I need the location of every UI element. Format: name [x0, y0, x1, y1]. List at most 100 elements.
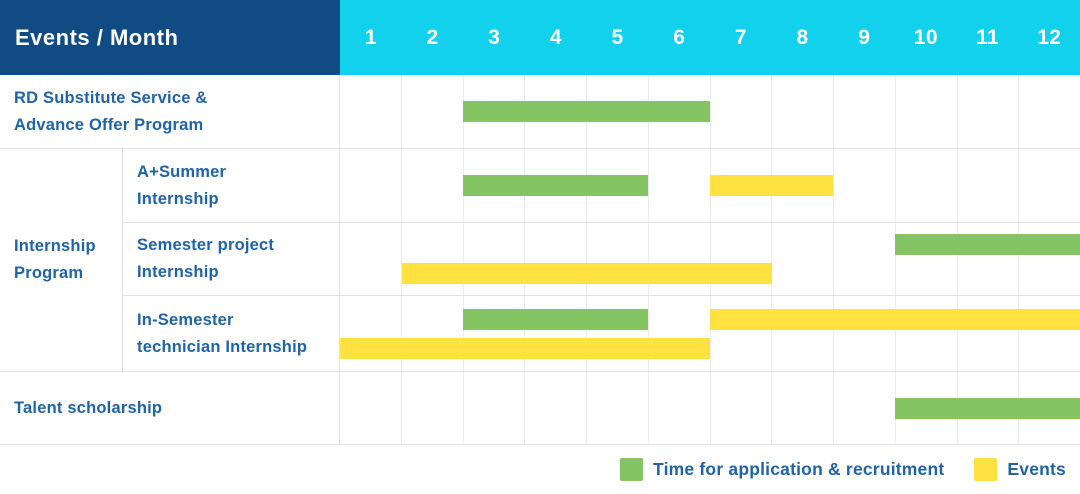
grid-cell [649, 75, 711, 148]
table-row: RD Substitute Service & Advance Offer Pr… [0, 75, 1080, 149]
grid-cell [525, 372, 587, 444]
row-chart-area [340, 372, 1080, 444]
month-header-cell: 10 [913, 25, 938, 49]
grid-cell [958, 75, 1020, 148]
month-header-row: 1 2 3 4 5 6 7 8 9 10 11 12 [340, 0, 1080, 75]
grid-cell [896, 296, 958, 371]
gantt-bar-event [710, 175, 834, 196]
grid-cell [340, 296, 402, 371]
table-row: Talent scholarship [0, 372, 1080, 445]
row-label: Talent scholarship [0, 372, 340, 444]
bar-line [340, 308, 1080, 330]
grid-cell [587, 296, 649, 371]
grid-cell [649, 223, 711, 295]
gantt-bar-recruitment [463, 308, 649, 330]
gantt-bar-recruitment [463, 175, 649, 196]
grid-cell [896, 149, 958, 222]
grid-cell [711, 75, 773, 148]
row-chart-area [340, 296, 1080, 371]
table-header-row: Events / Month 1 2 3 4 5 6 7 8 9 10 11 12 [0, 0, 1080, 75]
bar-line [340, 234, 1080, 255]
grid-cell [896, 75, 958, 148]
row-label: In-Semester technician Internship [123, 296, 340, 371]
table-row: In-Semester technician Internship [123, 296, 1080, 371]
grid-cell [772, 296, 834, 371]
row-label: A+Summer Internship [123, 149, 340, 222]
grid-cell [772, 149, 834, 222]
month-header-cell: 2 [426, 25, 439, 49]
grid-cell [834, 223, 896, 295]
month-header-cell: 3 [488, 25, 501, 49]
grid-cell [587, 372, 649, 444]
grid-cell [340, 223, 402, 295]
gantt-bar-event [340, 337, 710, 359]
table-body: RD Substitute Service & Advance Offer Pr… [0, 75, 1080, 445]
month-header-cell: 5 [611, 25, 624, 49]
legend-item-event: Events [974, 458, 1066, 481]
grid-cell [525, 223, 587, 295]
grid-cell [402, 223, 464, 295]
row-chart-area [340, 75, 1080, 148]
grid-cell [772, 75, 834, 148]
table-row: Semester project Internship [123, 223, 1080, 296]
gantt-bar-recruitment [463, 101, 710, 122]
bar-lines [340, 75, 1080, 148]
bar-lines [340, 372, 1080, 444]
gantt-bar-recruitment [895, 234, 1080, 255]
table-corner-header: Events / Month [0, 0, 340, 75]
month-header-cell: 9 [858, 25, 871, 49]
grid-cell [525, 296, 587, 371]
legend-swatch-recruitment [620, 458, 644, 481]
grid-cell [772, 223, 834, 295]
bar-line [340, 175, 1080, 196]
grid-cell [340, 372, 402, 444]
group-row: Internship Program A+Summer Internship Sem… [0, 149, 1080, 372]
month-grid [340, 296, 1080, 371]
month-header-cell: 7 [734, 25, 747, 49]
group-subrows: A+Summer Internship Semester project Inte… [123, 149, 1080, 371]
month-grid [340, 223, 1080, 295]
month-header-cell: 11 [976, 25, 999, 49]
grid-cell [464, 372, 526, 444]
bar-line [340, 263, 1080, 284]
legend-label: Time for application & recruitment [653, 459, 945, 479]
grid-cell [402, 372, 464, 444]
legend: Time for application & recruitment Events [0, 445, 1080, 494]
month-header-cell: 6 [673, 25, 686, 49]
bar-lines [340, 296, 1080, 371]
grid-cell [711, 223, 773, 295]
bar-line [340, 397, 1080, 419]
legend-swatch-event [974, 458, 998, 481]
grid-cell [340, 75, 402, 148]
grid-cell [340, 149, 402, 222]
bar-line [340, 101, 1080, 122]
grid-cell [711, 296, 773, 371]
bar-lines [340, 149, 1080, 222]
row-label: Semester project Internship [123, 223, 340, 295]
grid-cell [958, 296, 1020, 371]
grid-cell [402, 75, 464, 148]
grid-cell [402, 149, 464, 222]
grid-cell [896, 223, 958, 295]
month-header-cell: 4 [549, 25, 562, 49]
gantt-bar-event [710, 308, 1080, 330]
bar-lines [340, 223, 1080, 295]
group-label: Internship Program [0, 149, 123, 371]
month-header-cell: 12 [1037, 25, 1062, 49]
grid-cell [958, 149, 1020, 222]
grid-cell [958, 223, 1020, 295]
row-label: RD Substitute Service & Advance Offer Pr… [0, 75, 340, 148]
table-row: A+Summer Internship [123, 149, 1080, 223]
grid-cell [464, 296, 526, 371]
grid-cell [649, 296, 711, 371]
grid-cell [711, 372, 773, 444]
month-header-cell: 8 [796, 25, 809, 49]
grid-cell [402, 296, 464, 371]
grid-cell [834, 296, 896, 371]
grid-cell [834, 75, 896, 148]
grid-cell [772, 372, 834, 444]
legend-label: Events [1007, 459, 1066, 479]
row-chart-area [340, 149, 1080, 222]
grid-cell [649, 372, 711, 444]
